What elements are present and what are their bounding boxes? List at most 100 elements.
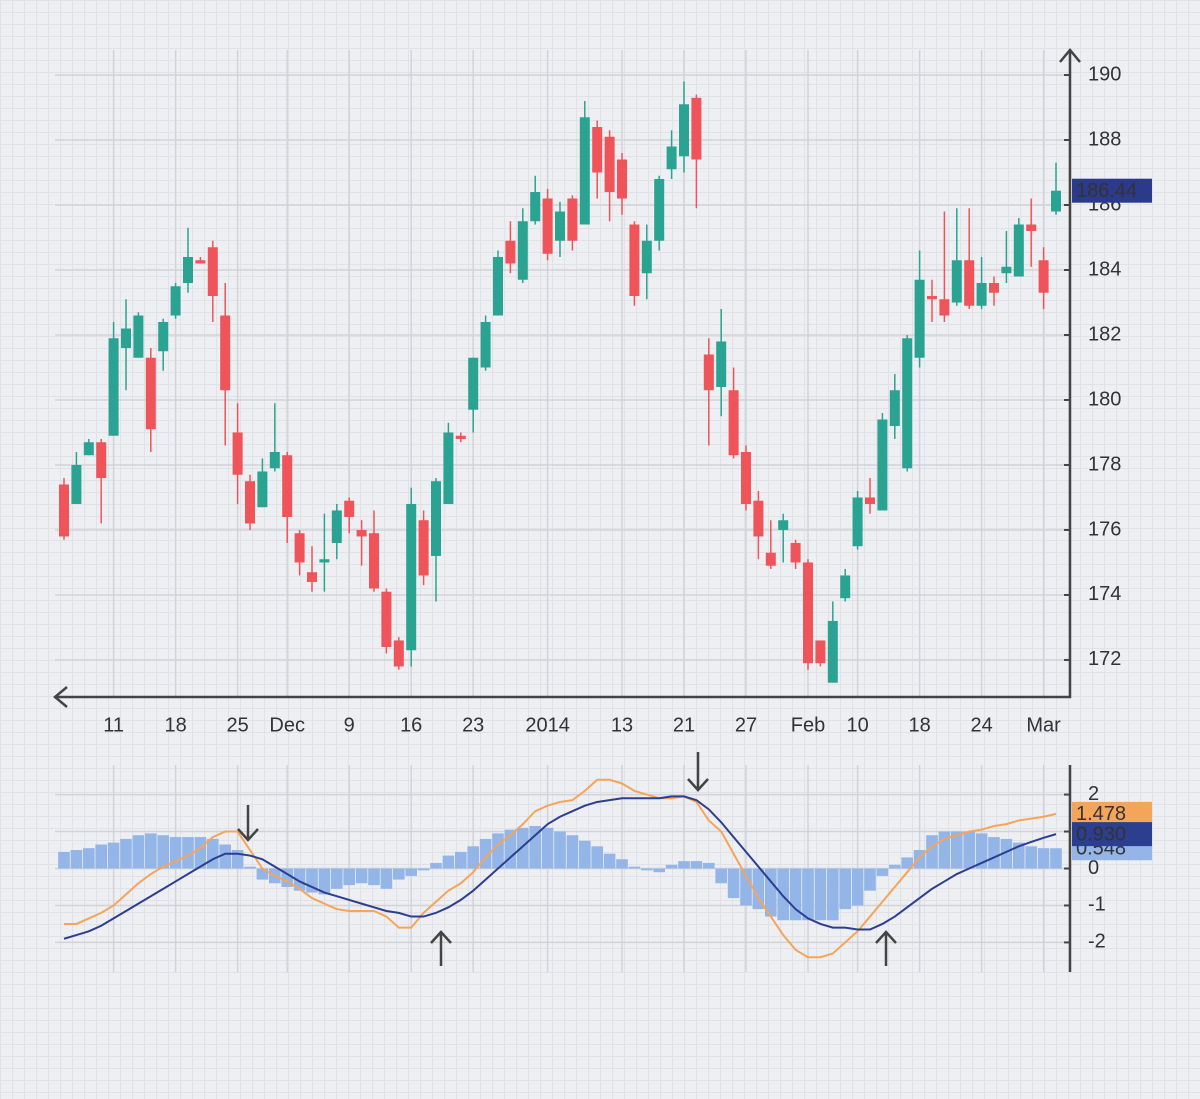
candle-body xyxy=(443,432,454,504)
histogram-bar xyxy=(802,868,814,921)
histogram-bar xyxy=(1000,838,1013,869)
candle-body xyxy=(666,146,677,170)
candle-body xyxy=(741,451,751,504)
candle-body xyxy=(145,357,156,430)
candle-body xyxy=(927,295,937,300)
histogram-bar xyxy=(120,838,132,869)
candle-body xyxy=(455,435,466,439)
histogram-bar xyxy=(529,825,541,869)
candle-body xyxy=(964,260,975,306)
macd-line xyxy=(63,795,1057,940)
histogram-bar xyxy=(58,851,70,869)
x-tick-label: Feb xyxy=(791,714,825,736)
candle-body xyxy=(232,432,243,475)
histogram-bar xyxy=(95,844,107,869)
histogram-bar xyxy=(169,837,182,869)
candle-body xyxy=(803,562,813,664)
histogram-bar xyxy=(1013,842,1025,869)
y-tick-label: 2 xyxy=(1088,783,1099,805)
histogram-bar xyxy=(789,868,802,921)
histogram-bar xyxy=(616,859,628,869)
candle-body xyxy=(59,484,69,537)
histogram-bar xyxy=(182,837,194,869)
candle-body xyxy=(592,127,603,173)
marks xyxy=(58,81,1062,959)
candle-body xyxy=(728,390,739,456)
histogram-bar xyxy=(665,864,678,869)
histogram-bar xyxy=(417,868,430,871)
histogram-bar xyxy=(715,868,727,884)
candle-body xyxy=(654,179,665,241)
histogram-bar xyxy=(70,850,83,869)
candle-body xyxy=(505,240,516,264)
candle-body xyxy=(245,481,255,524)
signal-arrows xyxy=(237,752,897,966)
histogram-bar xyxy=(777,868,789,921)
histogram-bar xyxy=(318,868,331,895)
candle-body xyxy=(1026,224,1037,232)
histogram-bar xyxy=(306,868,318,893)
value-label: 186.44 xyxy=(1076,180,1137,202)
candle-body xyxy=(889,390,900,426)
candle-body xyxy=(195,260,206,264)
candle-body xyxy=(1038,260,1049,293)
candle-body xyxy=(939,299,950,316)
candle-body xyxy=(96,442,107,478)
histogram-bar xyxy=(703,862,715,869)
candle-body xyxy=(617,159,627,199)
histogram-bar xyxy=(467,846,479,869)
x-tick-label: 24 xyxy=(970,714,992,736)
candle-body xyxy=(567,198,578,241)
histogram-bar xyxy=(653,868,665,873)
candle-body xyxy=(765,552,776,566)
histogram-bar xyxy=(145,833,157,869)
histogram-bar xyxy=(901,857,913,869)
candle-body xyxy=(852,497,863,547)
y-tick-label: -2 xyxy=(1088,931,1106,953)
candle-body xyxy=(865,497,875,504)
y-axis-arrow xyxy=(1059,48,1081,63)
histogram-bar xyxy=(219,844,231,869)
candle-body xyxy=(753,500,764,537)
histogram-bar xyxy=(963,831,975,869)
histogram-bar xyxy=(690,861,703,869)
x-tick-label: 21 xyxy=(673,714,695,736)
histogram-bar xyxy=(492,833,504,869)
candle-body xyxy=(307,572,317,582)
candle-body xyxy=(790,542,801,563)
y-tick-label: 174 xyxy=(1088,583,1121,605)
macd-line xyxy=(64,778,1057,959)
candle-body xyxy=(480,321,491,368)
candle-body xyxy=(877,419,888,511)
candle-body xyxy=(158,321,169,352)
candle-body xyxy=(493,257,503,316)
grid xyxy=(55,50,1070,972)
candle-body xyxy=(418,520,429,576)
candle-body xyxy=(976,282,987,306)
candle-body xyxy=(902,338,913,469)
candle-body xyxy=(121,328,131,348)
histogram-bar xyxy=(827,868,839,921)
value-label: 0.930 xyxy=(1076,823,1126,845)
candle-body xyxy=(108,338,119,436)
histogram-bar xyxy=(951,831,963,869)
candle-body xyxy=(555,211,565,241)
x-tick-label: 18 xyxy=(908,714,930,736)
histogram-bar xyxy=(839,868,851,910)
candle-body xyxy=(431,481,441,556)
candle-body xyxy=(517,221,528,280)
histogram-bar xyxy=(405,868,417,876)
candle-body xyxy=(579,117,590,225)
candle-body xyxy=(691,97,702,160)
x-tick-label: 2014 xyxy=(525,714,570,736)
y-tick-label: 180 xyxy=(1088,388,1121,410)
candle-body xyxy=(83,442,94,456)
histogram-bar xyxy=(355,868,368,884)
value-label-box xyxy=(1072,822,1152,847)
y-tick-label: 172 xyxy=(1088,648,1121,670)
candle-body xyxy=(331,510,342,543)
histogram-bar xyxy=(368,868,380,886)
histogram-bar xyxy=(541,827,554,869)
candle-body xyxy=(1013,224,1024,277)
histogram-bar xyxy=(281,868,293,887)
